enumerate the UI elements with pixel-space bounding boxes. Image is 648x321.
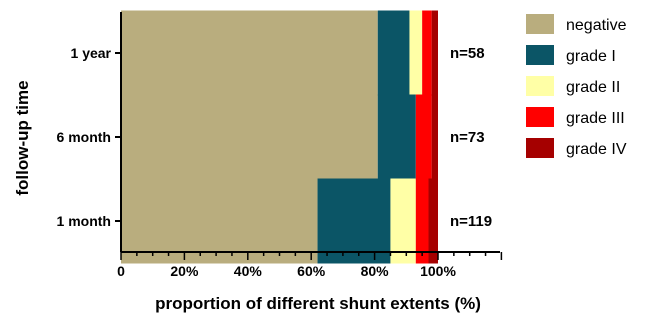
y-axis-title: follow-up time [13,80,32,195]
bar-segment-1-year-grade-i [377,10,410,96]
x-tick-label-80: 80% [361,263,390,279]
x-tick-label-40: 40% [234,263,263,279]
legend-label-grade-ii: grade II [566,79,620,96]
bar-segment-1-year-grade-ii [409,10,423,96]
y-tick-label-6-month: 6 month [57,129,111,145]
legend-label-grade-iv: grade IV [566,141,627,158]
legend-swatch-negative [526,14,554,34]
legend-label-negative: negative [566,17,627,34]
legend-swatch-grade-iv [526,138,554,158]
legend-swatch-grade-i [526,45,554,65]
sample-size-label-6-month: n=73 [450,129,485,146]
x-tick-label-100: 100% [420,263,456,279]
bar-segment-6-month-grade-iv [431,94,438,180]
legend-swatch-grade-ii [526,76,554,96]
bar-segment-6-month-negative [121,94,378,180]
sample-size-label-1-month: n=119 [450,213,492,230]
legend-label-grade-i: grade I [566,48,616,65]
x-axis-title: proportion of different shunt extents (%… [155,294,481,313]
legend: negative grade I grade II grade III grade IV [526,14,627,158]
bar-segment-6-month-grade-i [377,94,416,180]
legend-label-grade-iii: grade III [566,110,625,127]
bar-segment-1-year-grade-iii [422,10,432,96]
x-tick-label-60: 60% [297,263,326,279]
labels-layer: 1 year n=58 6 month n=73 1 month n=119 0 20% 40%… [57,45,493,279]
axes-layer [115,12,503,260]
bar-segment-1-month-grade-iii [415,178,429,264]
x-tick-label-0: 0 [117,263,125,279]
y-tick-label-1-year: 1 year [71,45,112,61]
bar-segment-1-year-negative [121,10,378,96]
bar-segment-6-month-grade-iii [415,94,432,180]
x-tick-label-20: 20% [170,263,199,279]
y-tick-label-1-month: 1 month [57,213,111,229]
bars-layer [121,10,438,264]
bar-segment-1-month-grade-iv [428,178,438,264]
legend-swatch-grade-iii [526,107,554,127]
bar-segment-1-month-grade-ii [390,178,416,264]
bar-segment-1-month-grade-i [317,178,391,264]
sample-size-label-1-year: n=58 [450,45,485,62]
bar-segment-1-month-negative [121,178,318,264]
bar-segment-1-year-grade-iv [431,10,438,96]
